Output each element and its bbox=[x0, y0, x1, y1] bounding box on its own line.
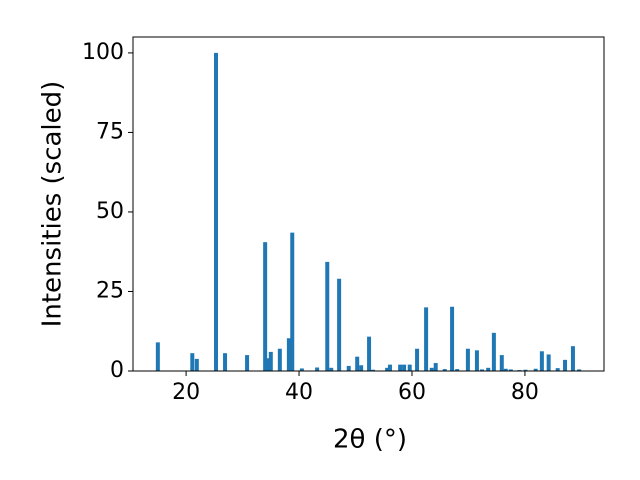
bar bbox=[442, 369, 447, 371]
bar bbox=[337, 278, 342, 371]
bar bbox=[533, 368, 538, 371]
bar bbox=[268, 351, 273, 371]
bar bbox=[329, 367, 334, 371]
bar bbox=[290, 232, 295, 371]
y-tick-label: 100 bbox=[82, 40, 124, 65]
bar bbox=[429, 367, 434, 371]
bar bbox=[325, 261, 330, 371]
y-tick-label: 75 bbox=[96, 119, 124, 144]
bar bbox=[563, 359, 568, 371]
bar bbox=[415, 348, 420, 371]
y-tick-label: 50 bbox=[96, 199, 124, 224]
x-axis-label: 2θ (°) bbox=[333, 425, 407, 455]
bar bbox=[359, 365, 364, 371]
bar bbox=[486, 367, 491, 371]
bar bbox=[367, 336, 372, 371]
bar bbox=[523, 369, 528, 371]
bar bbox=[277, 348, 282, 371]
y-axis-label: Intensities (scaled) bbox=[38, 81, 68, 328]
bar bbox=[577, 369, 582, 371]
bar bbox=[555, 368, 560, 371]
bar bbox=[402, 364, 407, 371]
bar bbox=[450, 306, 455, 371]
x-tick-label: 20 bbox=[172, 380, 200, 405]
bar bbox=[355, 356, 360, 371]
bar bbox=[346, 365, 351, 371]
bar bbox=[263, 242, 268, 371]
bar bbox=[539, 351, 544, 371]
bar bbox=[214, 52, 219, 372]
bar bbox=[474, 350, 479, 371]
bar bbox=[223, 353, 228, 371]
plot-frame bbox=[132, 36, 605, 372]
bar bbox=[371, 369, 376, 371]
bar bbox=[245, 355, 250, 371]
bar bbox=[491, 332, 496, 371]
bar bbox=[315, 367, 320, 371]
bar bbox=[194, 358, 199, 371]
bar bbox=[465, 348, 470, 371]
bar bbox=[455, 369, 460, 371]
bar bbox=[398, 364, 403, 371]
y-tick-label: 25 bbox=[96, 278, 124, 303]
bar bbox=[387, 364, 392, 371]
bar bbox=[480, 369, 485, 371]
x-tick-label: 60 bbox=[398, 380, 426, 405]
x-tick-label: 40 bbox=[285, 380, 313, 405]
bar bbox=[265, 358, 270, 371]
bar bbox=[190, 353, 195, 371]
bar bbox=[299, 368, 304, 371]
bar bbox=[546, 354, 551, 371]
bar bbox=[503, 368, 508, 371]
bar bbox=[385, 367, 390, 371]
bar bbox=[407, 364, 412, 371]
bar bbox=[499, 355, 504, 371]
y-tick-label: 0 bbox=[110, 358, 124, 383]
bar bbox=[155, 342, 160, 371]
bar bbox=[570, 346, 575, 371]
bar bbox=[424, 307, 429, 371]
bar bbox=[433, 363, 438, 371]
bar bbox=[508, 369, 513, 371]
x-tick-label: 80 bbox=[511, 380, 539, 405]
bar bbox=[286, 338, 291, 371]
